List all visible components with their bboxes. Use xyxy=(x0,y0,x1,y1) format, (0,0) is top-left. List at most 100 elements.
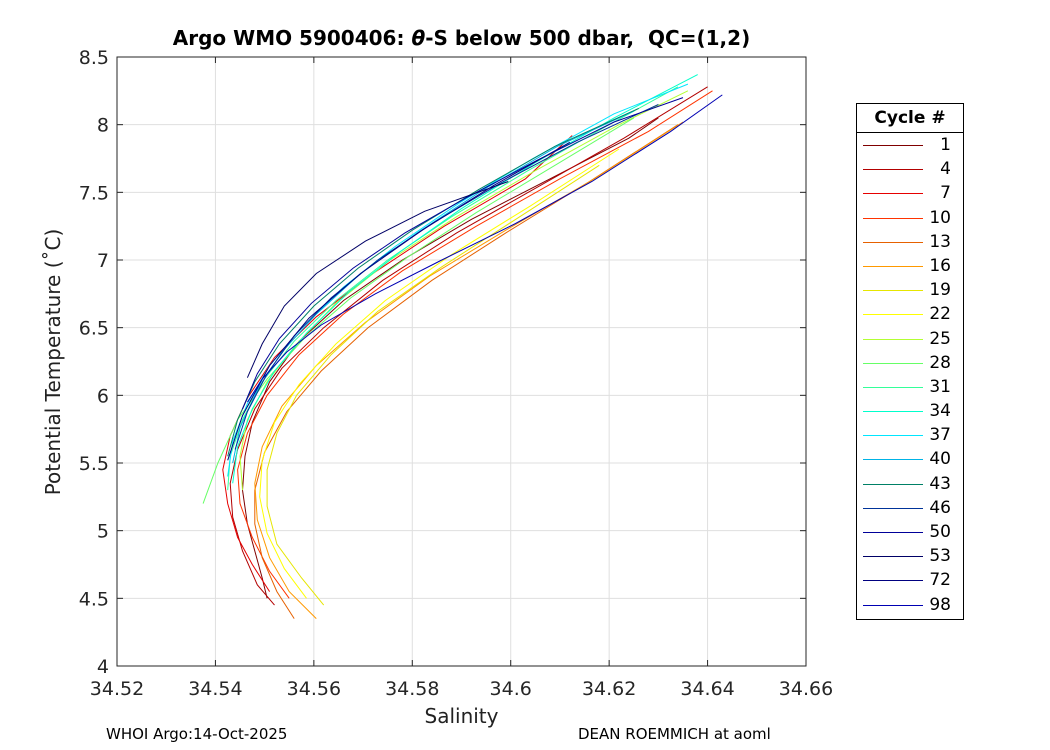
legend-label: 31 xyxy=(929,376,951,397)
legend-entry: 13 xyxy=(857,230,963,254)
legend-label: 37 xyxy=(929,425,951,446)
series-line-cycle-10 xyxy=(237,90,713,599)
legend-label: 34 xyxy=(929,401,951,422)
legend-label: 25 xyxy=(929,328,951,349)
legend-label: 22 xyxy=(929,304,951,325)
series-line-cycle-19 xyxy=(266,164,600,606)
series-line-cycle-72 xyxy=(227,141,571,461)
x-tick-label: 34.54 xyxy=(188,678,242,700)
x-axis-label: Salinity xyxy=(424,704,499,728)
legend-swatch xyxy=(863,532,923,533)
legend-swatch xyxy=(863,483,923,485)
legend-entry: 34 xyxy=(857,399,963,423)
series-line-cycle-53 xyxy=(246,181,509,378)
legend-label: 43 xyxy=(929,473,951,494)
y-axis-label: Potential Temperature (˚C) xyxy=(41,228,65,496)
legend-label: 50 xyxy=(929,522,951,542)
legend-rows: 1 4 7 10 13 16 19 22 25 28 31 34 37 40 43 46 50 53 72 98 xyxy=(857,133,963,617)
y-tick-label: 8.5 xyxy=(79,47,109,69)
y-tick-label: 7.5 xyxy=(79,182,109,204)
legend-entry: 7 xyxy=(857,181,963,205)
series-line-cycle-22 xyxy=(259,148,620,599)
legend-swatch xyxy=(863,386,923,388)
legend-entry: 16 xyxy=(857,254,963,278)
legend-label: 4 xyxy=(940,159,951,180)
y-tick-label: 8 xyxy=(97,115,109,137)
footer-pi: DEAN ROEMMICH at aoml xyxy=(578,725,771,743)
series-line-cycle-25 xyxy=(239,90,689,491)
title-prefix: Argo WMO 5900406: xyxy=(172,26,412,50)
legend-entry: 4 xyxy=(857,157,963,181)
series-line-cycle-4 xyxy=(229,86,708,606)
legend-label: 7 xyxy=(940,183,951,204)
series-line-cycle-13 xyxy=(254,124,679,619)
legend-entry: 28 xyxy=(857,351,963,375)
legend-swatch xyxy=(863,338,923,340)
legend-swatch xyxy=(863,217,923,219)
y-tick-label: 5 xyxy=(97,521,109,543)
legend-entry: 72 xyxy=(857,568,963,592)
series-line-cycle-98 xyxy=(246,94,723,403)
series-line-cycle-28 xyxy=(202,117,635,504)
series-group xyxy=(202,74,723,619)
legend-swatch xyxy=(863,145,923,146)
footer-source: WHOI Argo:14-Oct-2025 xyxy=(106,725,288,743)
x-tick-label: 34.58 xyxy=(385,678,439,700)
legend-entry: 50 xyxy=(857,520,963,544)
y-tick-label: 5.5 xyxy=(79,453,109,475)
y-tick-label: 7 xyxy=(97,250,109,272)
legend-swatch xyxy=(863,604,923,606)
legend-swatch xyxy=(863,169,923,171)
x-tick-label: 34.66 xyxy=(779,678,833,700)
legend-entry: 19 xyxy=(857,278,963,302)
legend-label: 72 xyxy=(929,570,951,591)
legend-entry: 31 xyxy=(857,375,963,399)
title-theta: θ xyxy=(411,26,426,50)
legend-title: Cycle # xyxy=(857,104,963,133)
y-tick-label: 6.5 xyxy=(79,318,109,340)
legend-swatch xyxy=(863,241,923,243)
x-tick-label: 34.52 xyxy=(90,678,144,700)
legend-label: 1 xyxy=(940,135,951,155)
series-line-cycle-1 xyxy=(241,117,659,599)
legend-swatch xyxy=(863,290,923,292)
legend-label: 46 xyxy=(929,497,951,518)
legend-label: 98 xyxy=(929,594,951,615)
legend-swatch xyxy=(863,556,923,558)
legend-swatch xyxy=(863,314,923,316)
legend-label: 16 xyxy=(929,255,951,276)
axes-frame xyxy=(116,56,807,667)
legend-label: 10 xyxy=(929,207,951,228)
legend-entry: 37 xyxy=(857,423,963,447)
x-tick-label: 34.6 xyxy=(490,678,532,700)
legend-label: 40 xyxy=(929,449,951,470)
x-tick-label: 34.64 xyxy=(680,678,734,700)
legend-entry: 1 xyxy=(857,133,963,157)
legend-swatch xyxy=(863,435,923,437)
y-tick-label: 4.5 xyxy=(79,588,109,610)
y-tick-label: 4 xyxy=(97,656,109,678)
series-line-cycle-31 xyxy=(227,86,679,491)
series-line-cycle-16 xyxy=(254,121,684,619)
legend-entry: 43 xyxy=(857,472,963,496)
legend-swatch xyxy=(863,193,923,195)
chart-title: Argo WMO 5900406: θ-S below 500 dbar, QC… xyxy=(117,26,806,50)
y-tick-label: 6 xyxy=(97,385,109,407)
legend-swatch xyxy=(863,459,923,461)
legend-entry: 10 xyxy=(857,206,963,230)
legend: Cycle # 1 4 7 10 13 16 19 22 25 28 31 34 37 40 43 46 50 5… xyxy=(856,103,964,620)
legend-entry: 98 xyxy=(857,593,963,617)
ticks: 34.52 34.54 34.56 34.58 34.6 34.62 34.64 34.66 4… xyxy=(79,47,833,700)
legend-swatch xyxy=(863,580,923,582)
legend-label: 53 xyxy=(929,546,951,567)
title-suffix: -S below 500 dbar, QC=(1,2) xyxy=(425,26,751,50)
legend-label: 13 xyxy=(929,231,951,252)
x-tick-label: 34.62 xyxy=(582,678,636,700)
legend-swatch xyxy=(863,507,923,509)
legend-swatch xyxy=(863,411,923,413)
legend-entry: 25 xyxy=(857,327,963,351)
series-line-cycle-50 xyxy=(242,97,684,410)
legend-entry: 53 xyxy=(857,544,963,568)
